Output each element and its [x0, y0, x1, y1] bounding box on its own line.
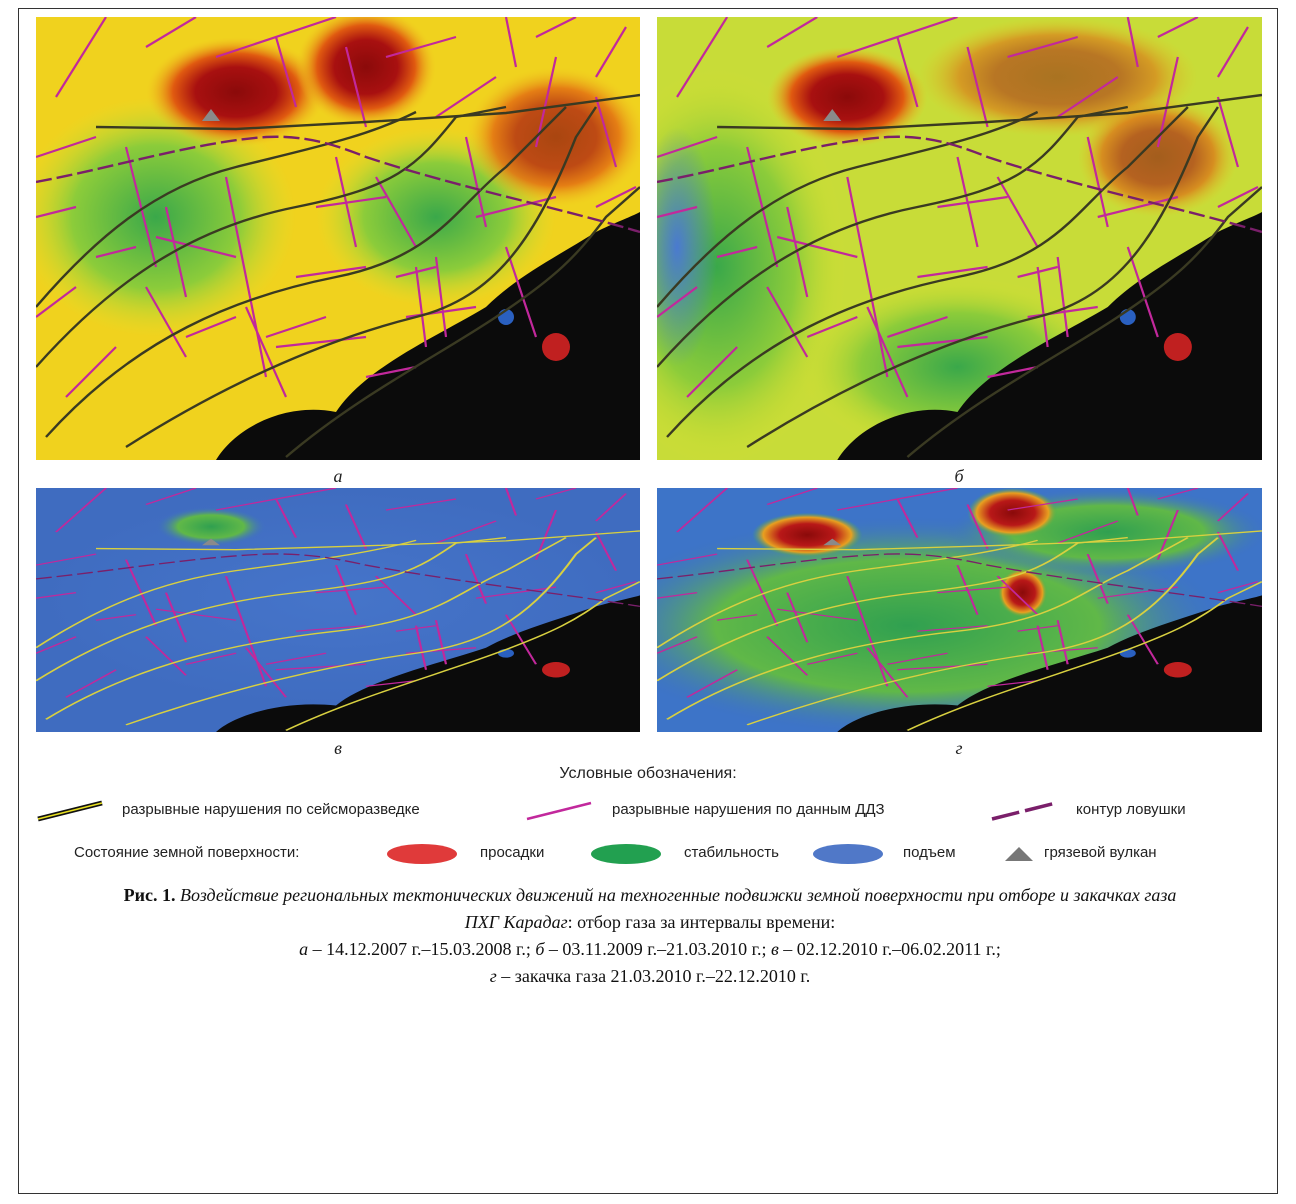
legend-symbol — [36, 800, 106, 822]
caption-text: : отбор газа за интервалы времени: — [568, 912, 836, 932]
period-letter: а — [299, 939, 308, 959]
legend-symbol — [1004, 845, 1034, 863]
page: {"panels": [{"label": "а"}, {"label": "б… — [0, 0, 1296, 1204]
period-text: – 02.12.2010 г.–06.02.2011 г.; — [779, 939, 1001, 959]
legend-symbol — [525, 800, 595, 822]
period-text: – 14.12.2007 г.–15.03.2008 г.; — [308, 939, 535, 959]
legend-symbol — [590, 843, 662, 865]
caption: Рис. 1. Воздействие региональных тектони… — [120, 882, 1180, 990]
map-panel — [36, 17, 640, 460]
panel-label: г — [939, 738, 979, 759]
period-text: – 03.11.2009 г.–21.03.2010 г.; — [544, 939, 771, 959]
map-panel — [657, 488, 1262, 732]
legend-label: Состояние земной поверхности: — [74, 844, 299, 861]
legend-label: разрывные нарушения по сейсморазведке — [122, 801, 420, 818]
legend-title: Условные обозначения: — [0, 765, 1296, 783]
panel-label: б — [939, 466, 979, 487]
legend-label: просадки — [480, 844, 544, 861]
legend-label: стабильность — [684, 844, 779, 861]
legend-label: контур ловушки — [1076, 801, 1186, 818]
legend-label: грязевой вулкан — [1044, 844, 1157, 861]
legend-symbol — [386, 843, 458, 865]
map-panel — [36, 488, 640, 732]
panel-label: в — [318, 738, 358, 759]
legend-label: разрывные нарушения по данным ДДЗ — [612, 801, 885, 818]
map-panel — [657, 17, 1262, 460]
legend-label: подъем — [903, 844, 956, 861]
period-letter: г — [490, 966, 497, 986]
caption-label: Рис. 1. — [124, 885, 176, 905]
panel-label: а — [318, 466, 358, 487]
legend-symbol — [990, 800, 1060, 822]
period-text: – закачка газа 21.03.2010 г.–22.12.2010 … — [497, 966, 811, 986]
legend-symbol — [812, 843, 884, 865]
period-letter: в — [771, 939, 779, 959]
